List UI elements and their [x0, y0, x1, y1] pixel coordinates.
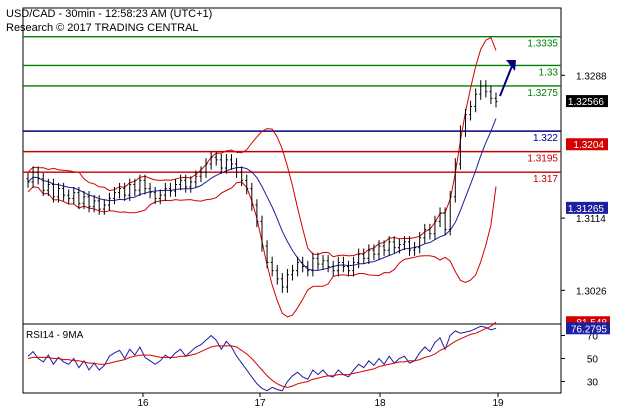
x-tick-label: 18: [374, 398, 386, 409]
x-tick-label: 17: [254, 398, 266, 409]
y-tick-label: 1.3026: [576, 286, 607, 297]
price-badge: [566, 138, 608, 151]
axis-layer: 1.3288 1.3114 1.3026 16 17 18 19: [137, 71, 607, 409]
main-pane: [22, 7, 562, 325]
y-tick-label: 1.3114: [576, 214, 606, 225]
price-badge-label: 1.32566: [568, 97, 605, 108]
rsi-title: RSI14 - 9MA: [26, 330, 84, 341]
rsi-badge-label: 76.2795: [571, 324, 608, 335]
rsi-tick-label: 70: [587, 332, 599, 343]
rsi-tick-label: 50: [587, 355, 599, 366]
rsi-series-line: [27, 325, 497, 392]
rsi-series-line: [27, 321, 497, 388]
rsi-pane: [22, 323, 562, 394]
price-badge-label: 1.31265: [568, 204, 605, 215]
chart-copyright: Research © 2017 TRADING CENTRAL: [6, 22, 199, 34]
moving-average: [27, 118, 497, 271]
price-badge: [566, 95, 608, 108]
bollinger-upper: [27, 36, 497, 258]
x-tick-label: 19: [492, 398, 504, 409]
level-label: 1.3195: [527, 154, 558, 165]
price-badge: [566, 201, 608, 214]
x-tick-label: 16: [137, 398, 149, 409]
rsi-layer: 70 50 30: [27, 321, 599, 392]
price-badge-label: 1.3204: [573, 140, 604, 151]
trend-arrow: [499, 65, 513, 97]
chart-title: USD/CAD - 30min - 12:58:23 AM (UTC+1): [6, 8, 213, 20]
level-label: 1.33: [539, 67, 559, 78]
candles-layer: [26, 80, 498, 293]
level-label: 1.3335: [527, 39, 558, 50]
level-label: 1.3275: [527, 88, 558, 99]
levels-layer: 1.3335 1.33 1.3275 1.322 1.3195 1.317: [23, 36, 561, 185]
rsi-tick-label: 30: [587, 378, 599, 389]
y-tick-label: 1.3288: [576, 71, 607, 82]
level-label: 1.317: [533, 174, 558, 185]
level-label: 1.322: [533, 133, 558, 144]
rsi-badge: [566, 322, 610, 335]
trend-arrow-head: [506, 60, 516, 71]
